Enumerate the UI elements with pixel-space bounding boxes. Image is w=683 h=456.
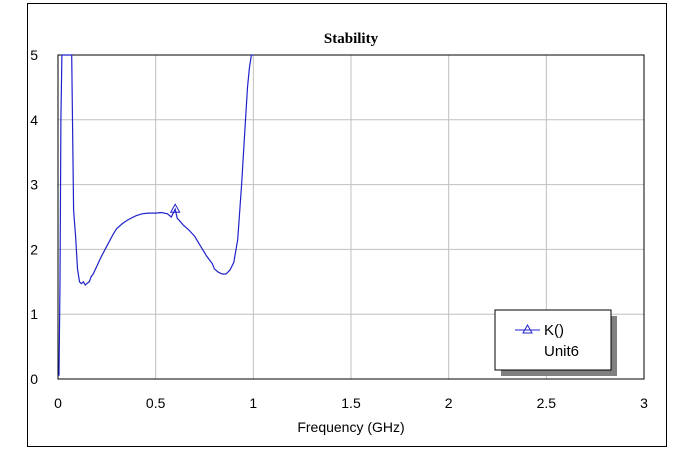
- series-line-k: [58, 54, 254, 376]
- chart-frame: [27, 3, 667, 447]
- legend-label: K(): [544, 322, 564, 339]
- y-tick-label: 4: [30, 112, 38, 128]
- y-tick-label: 0: [30, 371, 38, 387]
- tick-labels: 0 0.5 1 1.5 2 2.5 3 0 1 2 3 4 5: [30, 47, 648, 411]
- x-tick-label: 3: [640, 395, 648, 411]
- legend-triangle-marker-icon: [522, 323, 533, 334]
- y-tick-label: 2: [30, 241, 38, 257]
- x-tick-label: 1: [249, 395, 257, 411]
- y-tick-label: 5: [30, 47, 38, 63]
- series-layer: [58, 54, 254, 376]
- x-tick-label: 1.5: [341, 395, 361, 411]
- chart-title: Stability: [324, 31, 379, 47]
- x-axis-label: Frequency (GHz): [297, 419, 404, 435]
- x-tick-label: 2: [445, 395, 453, 411]
- y-tick-label: 1: [30, 306, 38, 322]
- legend: K() Unit6: [494, 309, 617, 376]
- legend-box: [494, 309, 612, 371]
- plot-area-border: [57, 54, 645, 380]
- legend-sublabel: Unit6: [544, 343, 579, 360]
- y-tick-label: 3: [30, 177, 38, 193]
- x-tick-label: 0: [54, 395, 62, 411]
- x-tick-label: 0.5: [146, 395, 166, 411]
- x-tick-label: 2.5: [537, 395, 557, 411]
- series-triangle-marker: [169, 203, 181, 213]
